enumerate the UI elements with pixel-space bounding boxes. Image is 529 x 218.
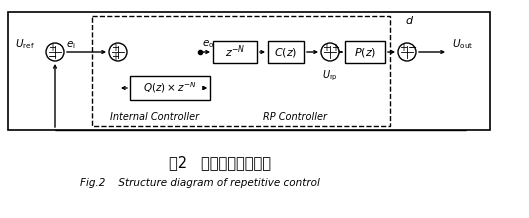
- Bar: [130, 76, 210, 100]
- Bar: [268, 41, 304, 63]
- Text: $C(z)$: $C(z)$: [275, 46, 298, 58]
- Text: +: +: [322, 43, 330, 53]
- Text: −: −: [48, 52, 57, 62]
- Text: 图2   重复控制器结构图: 图2 重复控制器结构图: [169, 155, 271, 170]
- Circle shape: [46, 43, 64, 61]
- Text: $P(z)$: $P(z)$: [354, 46, 376, 58]
- Bar: [213, 41, 257, 63]
- Text: Internal Controller: Internal Controller: [111, 112, 199, 122]
- Text: +: +: [111, 43, 119, 53]
- Text: Fig.2    Structure diagram of repetitive control: Fig.2 Structure diagram of repetitive co…: [80, 178, 320, 188]
- Bar: [345, 41, 385, 63]
- Text: $e_{\rm i}$: $e_{\rm i}$: [66, 39, 76, 51]
- Text: $d$: $d$: [405, 14, 415, 26]
- Bar: [8, 12, 490, 130]
- Text: +: +: [48, 43, 56, 53]
- Text: −: −: [408, 43, 417, 53]
- Text: +: +: [331, 43, 339, 53]
- Text: $U_{\rm ref}$: $U_{\rm ref}$: [15, 37, 35, 51]
- Text: $Q(z)\times z^{-N}$: $Q(z)\times z^{-N}$: [143, 81, 197, 95]
- Circle shape: [321, 43, 339, 61]
- Text: $z^{-N}$: $z^{-N}$: [225, 44, 245, 60]
- Text: +: +: [111, 52, 119, 62]
- Circle shape: [398, 43, 416, 61]
- Text: $U_{\rm rp}$: $U_{\rm rp}$: [322, 69, 338, 83]
- Text: +: +: [399, 43, 407, 53]
- Text: RP Controller: RP Controller: [263, 112, 327, 122]
- Circle shape: [109, 43, 127, 61]
- Bar: [92, 16, 390, 126]
- Text: $U_{\rm out}$: $U_{\rm out}$: [452, 37, 473, 51]
- Text: $e_{\rm o}$: $e_{\rm o}$: [202, 38, 214, 50]
